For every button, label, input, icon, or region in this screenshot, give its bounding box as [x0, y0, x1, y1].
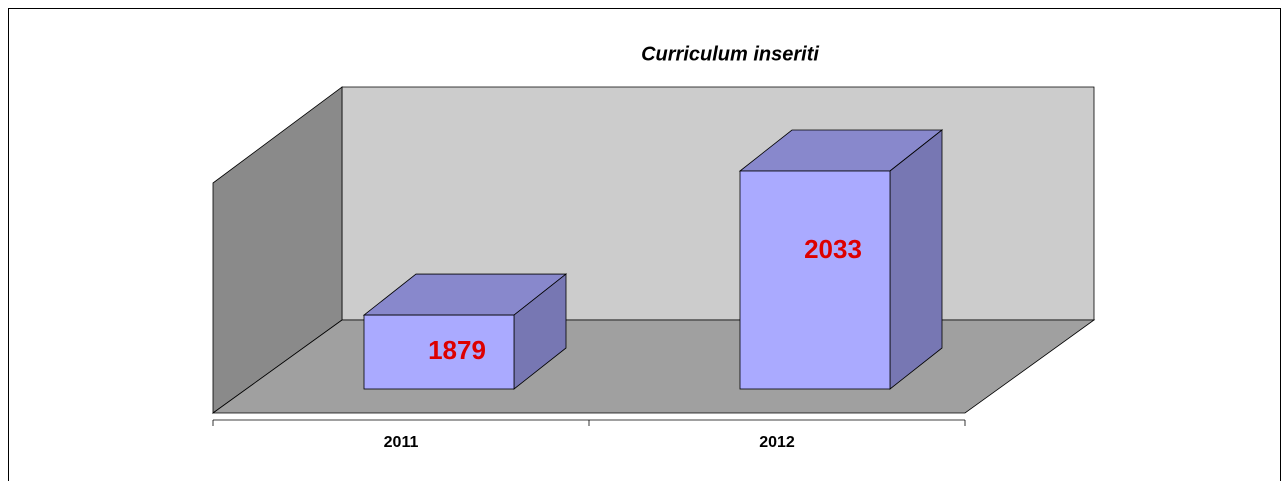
bar — [363, 314, 515, 390]
value-label: 2033 — [804, 234, 862, 264]
bar-side — [889, 129, 943, 390]
chart-title: Curriculum inseriti — [641, 43, 819, 65]
bar — [739, 170, 891, 390]
x-tick-label: 2012 — [759, 434, 795, 451]
floor — [211, 319, 1096, 414]
chart-border — [8, 8, 1281, 481]
value-label: 1879 — [428, 335, 486, 365]
x-tick-label: 2011 — [384, 434, 419, 451]
